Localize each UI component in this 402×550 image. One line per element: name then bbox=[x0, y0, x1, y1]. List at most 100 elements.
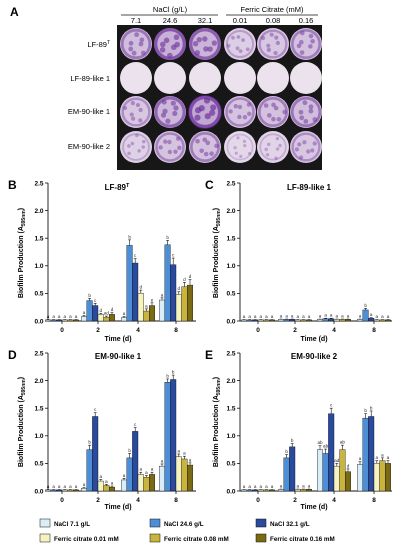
significance-letter: a bbox=[161, 292, 164, 297]
significance-letter: ab bbox=[323, 444, 329, 449]
col-label-fc-0-01: 0.01 bbox=[233, 16, 248, 25]
well-stain-patch bbox=[294, 147, 299, 152]
well-stain-patch bbox=[231, 35, 235, 40]
well bbox=[189, 62, 221, 94]
significance-letter: c bbox=[94, 298, 97, 303]
significance-letter: a bbox=[297, 314, 300, 319]
well-stain-patch bbox=[160, 112, 167, 118]
x-tick-label: 4 bbox=[332, 327, 336, 334]
col-label-fc-0-08: 0.08 bbox=[266, 16, 281, 25]
bar bbox=[80, 488, 87, 492]
well-stain-patch bbox=[139, 37, 145, 43]
bar bbox=[148, 474, 155, 492]
y-tick-label: 2.0 bbox=[34, 378, 43, 385]
significance-letter: a bbox=[183, 451, 186, 456]
significance-letter: e bbox=[151, 297, 154, 302]
well-stain-patch bbox=[246, 102, 252, 107]
bar bbox=[368, 416, 375, 492]
significance-letter: a bbox=[123, 311, 126, 316]
well-stain-ring bbox=[291, 29, 321, 59]
well-stain-patch bbox=[209, 109, 216, 116]
significance-letter: a bbox=[291, 314, 294, 319]
significance-letter: c bbox=[330, 403, 333, 408]
well-stain-patch bbox=[263, 103, 269, 108]
significance-letter: ab bbox=[317, 440, 323, 445]
bar bbox=[278, 319, 285, 322]
well-stain-patch bbox=[276, 117, 282, 122]
y-tick-label: 2.5 bbox=[226, 180, 235, 187]
y-tick-label: 1.0 bbox=[226, 433, 235, 440]
well-stain-patch bbox=[228, 109, 233, 114]
significance-letter: a bbox=[347, 314, 350, 319]
well-stain-patch bbox=[242, 114, 248, 120]
bar bbox=[86, 449, 93, 492]
well-stain-patch bbox=[239, 154, 243, 158]
significance-letter: b bbox=[172, 370, 175, 375]
x-tick-label: 8 bbox=[174, 327, 178, 334]
bar bbox=[92, 305, 99, 322]
well-stain-patch bbox=[242, 139, 247, 143]
legend-item-nacl-7-1: NaCl 7.1 g/L bbox=[39, 518, 90, 528]
significance-letter: d bbox=[183, 277, 186, 282]
well-stain-patch bbox=[127, 151, 131, 156]
bar bbox=[181, 286, 188, 322]
well-stain-ring bbox=[291, 132, 321, 162]
well-stain-patch bbox=[141, 145, 145, 149]
col-label-nacl-7-1: 7.1 bbox=[131, 16, 141, 25]
panel-d-ylabel: Biofilm Production (A595nm) bbox=[18, 377, 27, 467]
panel-e-letter: E bbox=[205, 348, 213, 362]
well-stain-patch bbox=[122, 105, 128, 111]
well-stain-ring bbox=[189, 28, 221, 60]
significance-letter: a bbox=[324, 313, 327, 318]
bar bbox=[132, 431, 139, 492]
significance-letter: a bbox=[319, 314, 322, 319]
well-stain-patch bbox=[299, 115, 305, 121]
bar bbox=[126, 245, 133, 322]
well-stain-ring bbox=[153, 27, 187, 61]
bar bbox=[170, 379, 177, 492]
well-stain-patch bbox=[134, 32, 140, 38]
y-tick-label: 2.0 bbox=[226, 208, 235, 215]
bar bbox=[164, 244, 171, 322]
significance-letter: a bbox=[302, 484, 305, 489]
significance-letter: a bbox=[254, 314, 257, 319]
well-stain-patch bbox=[312, 117, 318, 122]
bar bbox=[143, 477, 150, 492]
significance-letter: a bbox=[260, 484, 263, 489]
well-stain-patch bbox=[267, 142, 271, 147]
well-stain-patch bbox=[310, 148, 315, 153]
bar bbox=[269, 319, 276, 322]
significance-letter: a bbox=[285, 314, 288, 319]
well-stain-patch bbox=[312, 141, 317, 146]
significance-letter: a bbox=[297, 484, 300, 489]
legend-swatch bbox=[255, 533, 267, 543]
x-tick-label: 4 bbox=[136, 497, 140, 504]
bar bbox=[50, 319, 57, 322]
well-stain-patch bbox=[129, 112, 134, 117]
well-stain-patch bbox=[299, 39, 304, 45]
legend-label: Ferric citrate 0.01 mM bbox=[54, 536, 119, 543]
panel-c-title: LF-89-like 1 bbox=[287, 183, 332, 192]
significance-letter: a bbox=[308, 484, 311, 489]
significance-letter: a bbox=[243, 314, 246, 319]
well-stain-patch bbox=[210, 104, 217, 111]
y-tick-label: 0.0 bbox=[34, 488, 43, 495]
well-stain-patch bbox=[298, 109, 304, 115]
well-stain-ring bbox=[154, 96, 186, 128]
y-tick-label: 0.5 bbox=[34, 461, 43, 468]
well-stain-patch bbox=[194, 107, 202, 114]
bar bbox=[385, 319, 392, 322]
well-stain-patch bbox=[308, 108, 314, 114]
bar bbox=[61, 319, 68, 322]
bar bbox=[137, 293, 144, 322]
bar bbox=[385, 463, 392, 492]
well-stain-patch bbox=[130, 101, 135, 106]
bar bbox=[50, 489, 57, 492]
significance-letter: a bbox=[123, 473, 126, 478]
well-stain-patch bbox=[236, 136, 240, 140]
bar bbox=[317, 319, 324, 322]
well-stain-ring bbox=[225, 97, 255, 127]
bar bbox=[56, 319, 63, 322]
